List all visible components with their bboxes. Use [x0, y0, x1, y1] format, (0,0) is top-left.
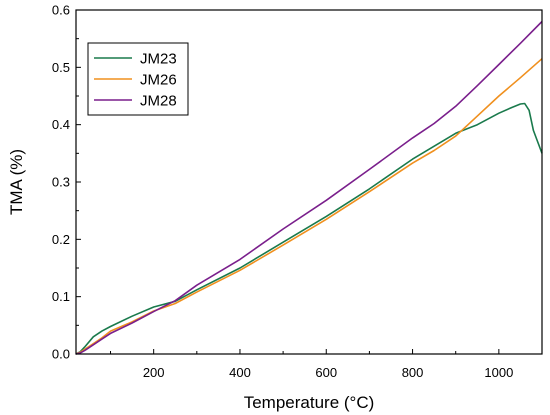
- x-tick-label: 800: [402, 365, 424, 380]
- x-tick-label: 400: [229, 365, 251, 380]
- series-line-jm26: [75, 58, 543, 355]
- y-tick-label: 0.4: [52, 117, 70, 132]
- x-tick-label: 1000: [484, 365, 513, 380]
- y-tick-label: 0.0: [52, 347, 70, 362]
- legend-label-jm26: JM26: [140, 72, 177, 89]
- y-tick-label: 0.6: [52, 3, 70, 18]
- legend: JM23 JM26 JM28: [87, 42, 189, 116]
- y-tick-label: 0.2: [52, 232, 70, 247]
- y-tick-label: 0.3: [52, 175, 70, 190]
- y-axis-label: TMA (%): [7, 149, 26, 215]
- y-tick-label: 0.5: [52, 60, 70, 75]
- legend-label-jm28: JM28: [140, 93, 177, 110]
- y-tick-label: 0.1: [52, 289, 70, 304]
- x-tick-label: 600: [315, 365, 337, 380]
- x-axis-ticks: 200 400 600 800 1000: [110, 349, 543, 380]
- series-line-jm23: [75, 102, 543, 355]
- series-line-jm28: [75, 20, 543, 355]
- x-axis-label: Temperature (°C): [244, 393, 375, 412]
- y-axis-ticks: 0.0 0.1 0.2 0.3 0.4 0.5 0.6: [52, 3, 81, 362]
- x-tick-label: 200: [143, 365, 165, 380]
- legend-label-jm23: JM23: [140, 51, 177, 68]
- series-lines: [75, 20, 543, 355]
